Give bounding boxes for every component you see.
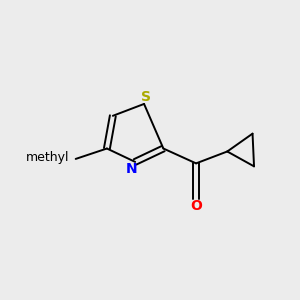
Text: N: N xyxy=(126,162,137,176)
Text: O: O xyxy=(190,199,202,213)
Text: S: S xyxy=(140,90,151,104)
Text: methyl: methyl xyxy=(26,151,70,164)
